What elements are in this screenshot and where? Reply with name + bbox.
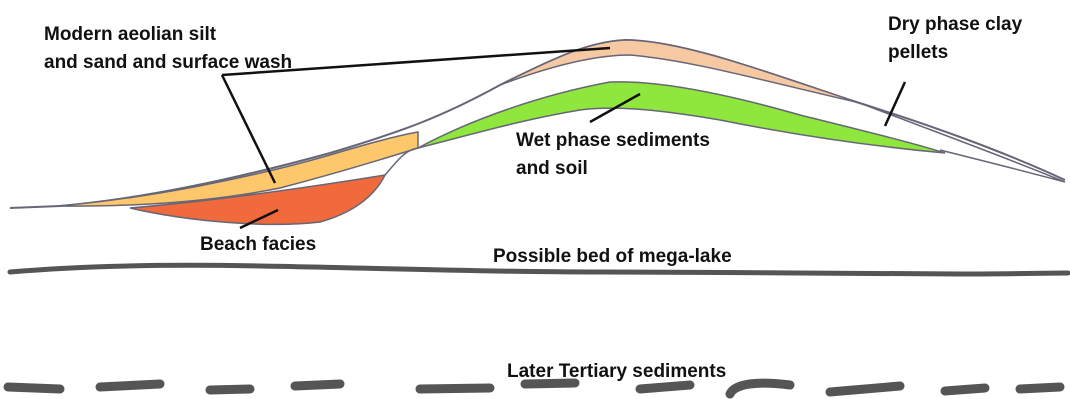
label-mega-lake-bed: Possible bed of mega-lake [493, 246, 732, 267]
tertiary-dash [95, 379, 165, 392]
leader-aeolian-to-sand [220, 74, 277, 184]
tertiary-dash [205, 384, 255, 395]
label-aeolian-line1: Modern aeolian silt [44, 24, 217, 45]
label-wet-phase-line1: Wet phase sediments [516, 130, 710, 151]
mega-lake-bed-line [7, 262, 1070, 277]
tertiary-dash [3, 382, 65, 394]
leader-dry-clay [883, 81, 907, 127]
tertiary-sediment-dashes [3, 378, 1065, 399]
tertiary-dash [290, 379, 345, 391]
leader-beach [239, 208, 279, 230]
tertiary-dash [725, 378, 795, 399]
label-wet-phase-line2: and soil [516, 158, 588, 179]
label-dry-clay-line1: Dry phase clay [888, 14, 1023, 35]
tertiary-dash [635, 380, 695, 394]
leader-aeolian-to-clay [221, 46, 611, 77]
dune-step-outline [384, 147, 419, 176]
leader-wet-phase [589, 92, 641, 124]
aeolian-silt-layer [57, 131, 419, 207]
tertiary-dash [520, 378, 580, 389]
label-tertiary-sediments: Later Tertiary sediments [507, 361, 726, 382]
tertiary-dash [415, 383, 495, 394]
label-beach-facies: Beach facies [200, 234, 316, 255]
label-dry-clay-line2: pellets [888, 42, 948, 63]
tertiary-dash [940, 383, 990, 396]
beach-facies-layer [129, 174, 387, 226]
leader-lines [220, 46, 907, 230]
tertiary-dash [825, 381, 905, 397]
dune-body-lower-edge [859, 102, 1066, 183]
label-aeolian-line2: and sand and surface wash [44, 52, 292, 73]
wet-phase-sediment-layer [417, 81, 946, 154]
tertiary-dash [1015, 382, 1065, 394]
